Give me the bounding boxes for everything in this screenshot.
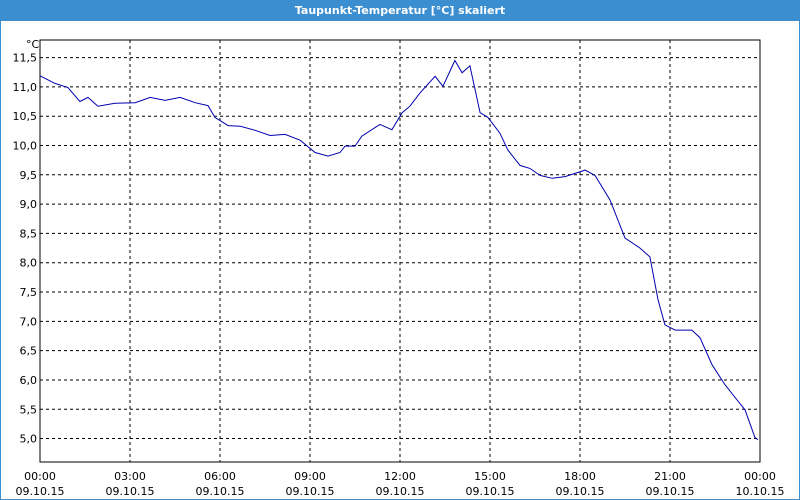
x-tick-date: 09.10.15 xyxy=(106,485,155,498)
y-tick-label: 9,0 xyxy=(20,198,38,211)
chart-title: Taupunkt-Temperatur [°C] skaliert xyxy=(295,4,505,17)
x-tick-date: 09.10.15 xyxy=(466,485,515,498)
y-tick-label: 10,0 xyxy=(13,140,38,153)
x-tick-date: 09.10.15 xyxy=(286,485,335,498)
x-tick-date: 09.10.15 xyxy=(196,485,245,498)
x-tick-label: 15:00 xyxy=(474,470,506,483)
y-tick-label: 10,5 xyxy=(13,110,38,123)
y-tick-label: 5,0 xyxy=(20,433,38,446)
y-tick-label: 7,5 xyxy=(20,286,38,299)
y-tick-label: 6,5 xyxy=(20,345,38,358)
x-tick-label: 18:00 xyxy=(564,470,596,483)
x-tick-label: 00:00 xyxy=(744,470,776,483)
x-tick-label: 21:00 xyxy=(654,470,686,483)
y-tick-label: 11,0 xyxy=(13,81,38,94)
data-line xyxy=(39,59,759,441)
title-bar xyxy=(0,0,800,21)
y-tick-label: 8,5 xyxy=(20,227,38,240)
y-tick-label: 9,5 xyxy=(20,169,38,182)
y-tick-label: 5,5 xyxy=(20,403,38,416)
y-tick-label: 8,0 xyxy=(20,257,38,270)
x-tick-label: 09:00 xyxy=(294,470,326,483)
x-tick-date: 09.10.15 xyxy=(16,485,65,498)
x-tick-label: 03:00 xyxy=(114,470,146,483)
x-tick-label: 06:00 xyxy=(204,470,236,483)
y-tick-label: 11,5 xyxy=(13,52,38,65)
y-unit: °C xyxy=(26,38,40,51)
y-tick-label: 7,0 xyxy=(20,315,38,328)
x-tick-label: 12:00 xyxy=(384,470,416,483)
x-tick-date: 09.10.15 xyxy=(376,485,425,498)
x-tick-label: 00:00 xyxy=(24,470,56,483)
x-tick-date: 10.10.15 xyxy=(736,485,785,498)
x-tick-date: 09.10.15 xyxy=(556,485,605,498)
x-tick-date: 09.10.15 xyxy=(646,485,695,498)
y-tick-label: 6,0 xyxy=(20,374,38,387)
